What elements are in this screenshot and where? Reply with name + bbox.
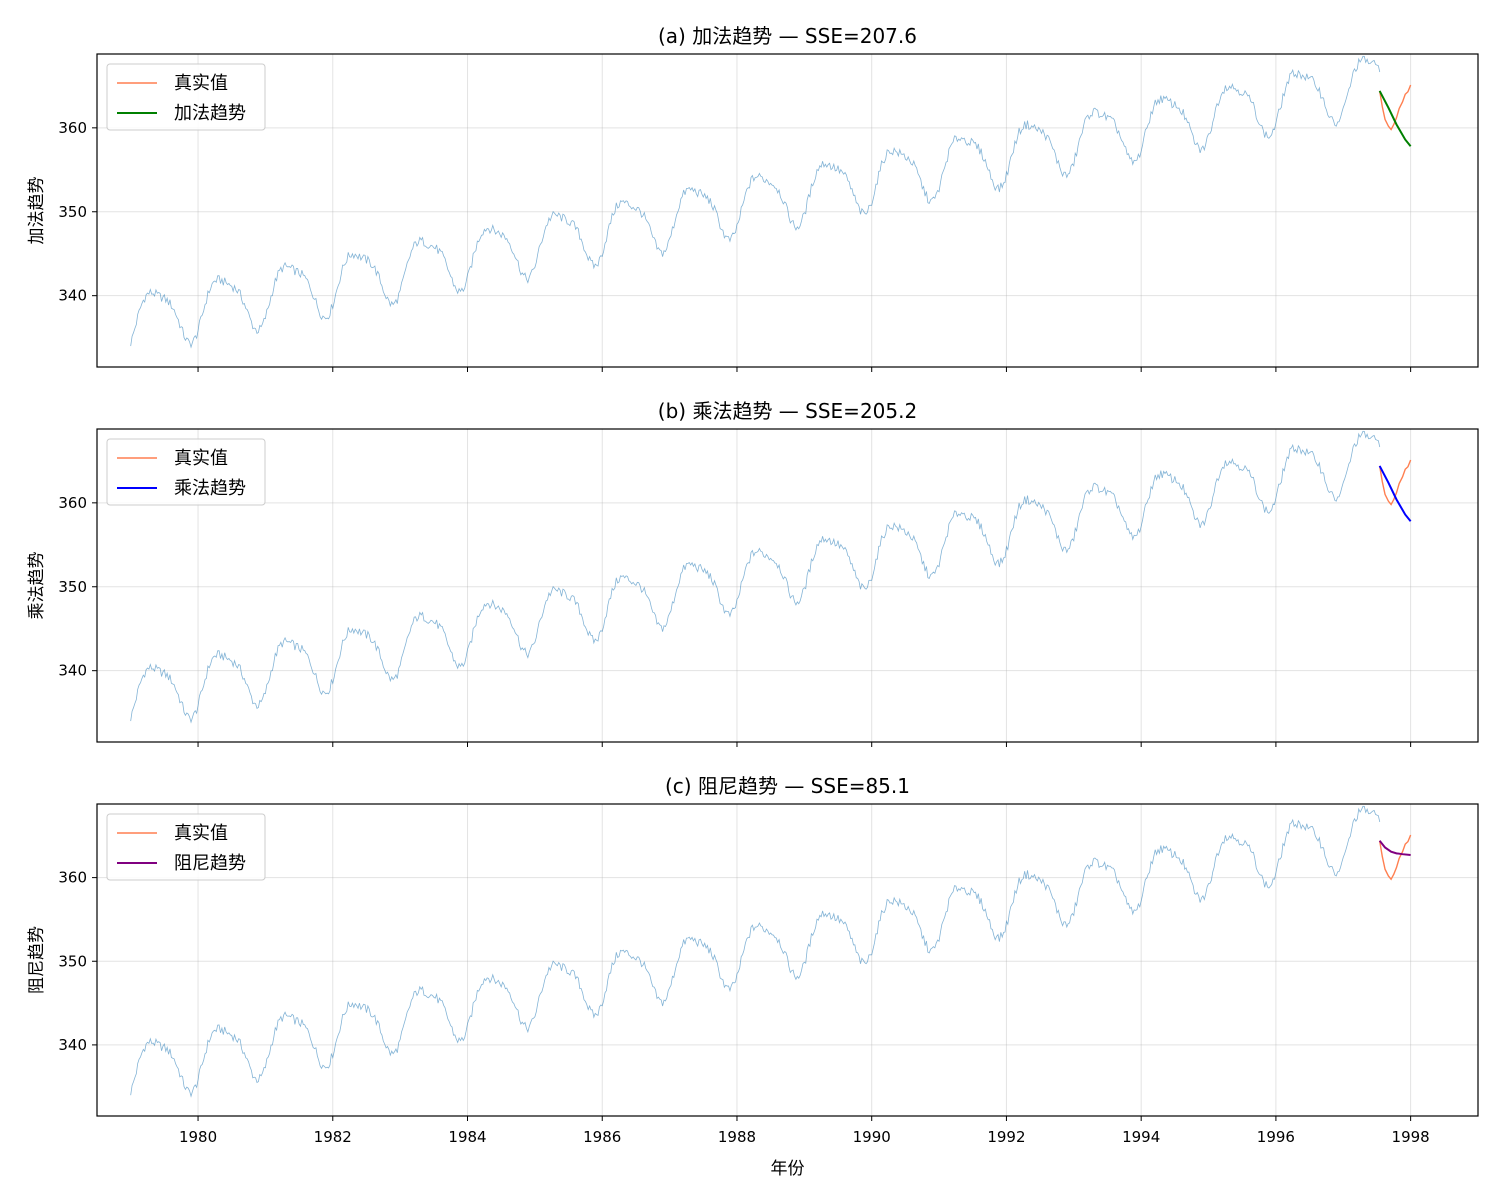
x-tick-label: 1982: [314, 1128, 352, 1146]
series-forecast-additive: [1378, 90, 1412, 147]
y-tick-label: 340: [58, 287, 87, 305]
y-tick-label: 360: [58, 119, 87, 137]
x-tick-label: 1986: [583, 1128, 621, 1146]
legend-label: 加法趋势: [174, 103, 246, 124]
y-axis-label: 乘法趋势: [27, 552, 47, 620]
x-tick-label: 1988: [718, 1128, 756, 1146]
y-tick-label: 360: [58, 869, 87, 887]
x-tick-label: 1984: [448, 1128, 486, 1146]
legend-label: 乘法趋势: [174, 478, 246, 499]
chart-title: (b) 乘法趋势 — SSE=205.2: [658, 399, 917, 423]
x-axis-label: 年份: [771, 1159, 805, 1179]
series-actual: [1378, 834, 1412, 881]
series-forecast-multiplicative: [1378, 465, 1412, 522]
x-tick-label: 1990: [853, 1128, 891, 1146]
y-tick-label: 350: [58, 203, 87, 221]
x-tick-label: 1994: [1122, 1128, 1160, 1146]
series-forecast-damped: [1378, 840, 1411, 857]
legend-label: 阻尼趋势: [174, 853, 246, 874]
y-tick-label: 350: [58, 578, 87, 596]
legend-label: 真实值: [174, 448, 228, 469]
axes-frame: [96, 53, 1479, 368]
x-tick-label: 1992: [987, 1128, 1025, 1146]
y-tick-label: 350: [58, 952, 87, 970]
chart-title: (c) 阻尼趋势 — SSE=85.1: [665, 774, 910, 798]
y-tick-label: 360: [58, 494, 87, 512]
x-tick-label: 1998: [1392, 1128, 1430, 1146]
series-observed: [130, 55, 1381, 349]
y-tick-label: 340: [58, 662, 87, 680]
y-tick-label: 340: [58, 1036, 87, 1054]
subplot-3: 1980 1982 1984 1986 1988 1990 1992 1994 1996 1998…: [27, 774, 1479, 1146]
legend-label: 真实值: [174, 73, 228, 94]
y-axis-label: 阻尼趋势: [27, 926, 47, 994]
x-tick-label: 1996: [1257, 1128, 1295, 1146]
chart-title: (a) 加法趋势 — SSE=207.6: [658, 24, 917, 48]
axes-frame: [96, 803, 1479, 1117]
x-tick-label: 1980: [179, 1128, 217, 1146]
axes-frame: [96, 428, 1479, 743]
series-observed: [130, 805, 1381, 1098]
y-axis-label: 加法趋势: [27, 177, 47, 245]
legend-label: 真实值: [174, 823, 228, 844]
series-observed: [130, 430, 1381, 724]
